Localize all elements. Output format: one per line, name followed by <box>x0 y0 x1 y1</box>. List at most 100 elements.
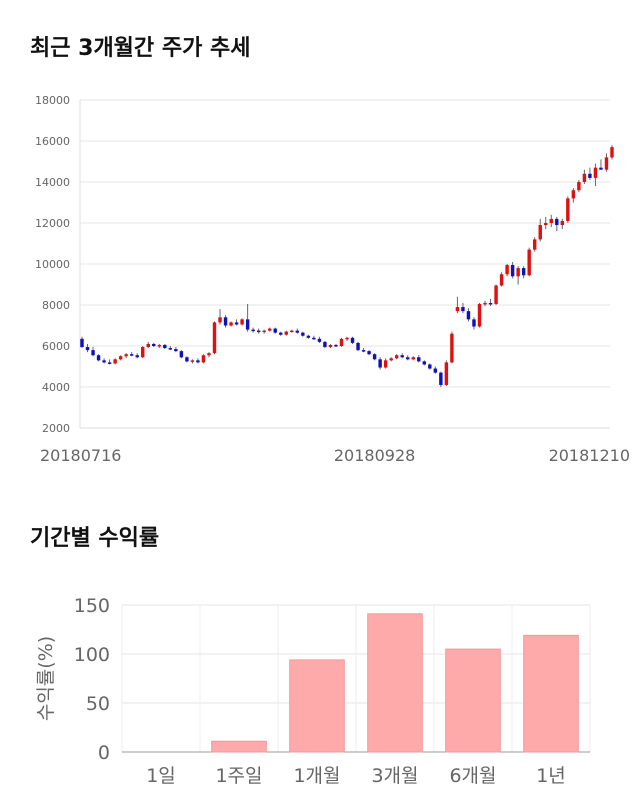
candle-body <box>223 317 228 326</box>
candle <box>549 214 553 228</box>
candle-body <box>168 348 173 350</box>
candle <box>284 330 288 336</box>
candle <box>317 336 322 343</box>
candle <box>372 353 377 361</box>
candle <box>96 354 101 362</box>
candle-body <box>284 331 288 335</box>
candle-body <box>555 218 559 226</box>
candle <box>394 354 399 360</box>
candle-body <box>207 353 211 356</box>
candle-body <box>328 344 333 348</box>
candle <box>124 353 128 359</box>
candle <box>118 355 123 361</box>
candle-body <box>532 239 537 250</box>
candle <box>256 328 261 334</box>
candle <box>566 196 570 223</box>
candle-body <box>521 268 526 276</box>
y-tick-label: 12000 <box>35 217 70 230</box>
candle-body <box>361 350 366 352</box>
candle <box>428 363 432 370</box>
candle-body <box>267 328 272 331</box>
candle-body <box>455 307 460 312</box>
candle <box>279 331 283 336</box>
candle <box>477 302 482 328</box>
y-tick-label: 50 <box>86 693 110 715</box>
candle <box>433 366 438 374</box>
candle <box>400 353 404 359</box>
candle <box>102 358 106 364</box>
candle <box>190 359 195 364</box>
candle-body <box>582 173 587 182</box>
candle <box>135 353 139 359</box>
candle-body <box>571 190 576 199</box>
candle <box>251 327 255 333</box>
candle <box>444 360 449 386</box>
candle-body <box>560 220 565 226</box>
candle <box>422 360 427 366</box>
candle-body <box>389 358 393 361</box>
candle-body <box>85 347 90 351</box>
candle-body <box>394 355 399 359</box>
candle <box>207 352 211 358</box>
candle <box>152 342 156 348</box>
candle <box>146 341 150 349</box>
candle <box>218 309 222 325</box>
candle-body <box>301 332 305 336</box>
candle <box>505 264 509 277</box>
candle <box>577 179 581 193</box>
candle-body <box>80 338 84 348</box>
candle-body <box>477 303 482 327</box>
candle-body <box>499 274 504 286</box>
candle <box>383 358 388 369</box>
candle <box>262 329 266 334</box>
candle-body <box>251 329 255 332</box>
candle <box>157 343 162 349</box>
candle <box>350 336 355 344</box>
candle-body <box>196 360 200 363</box>
candle-body <box>604 157 609 170</box>
candle-body <box>378 359 382 368</box>
candle <box>356 341 360 352</box>
candle-body <box>538 225 542 240</box>
candle <box>521 266 526 279</box>
candle-body <box>472 319 476 327</box>
y-tick-label: 100 <box>74 644 110 666</box>
candle <box>538 218 542 242</box>
candle-body <box>229 322 233 326</box>
candle-body <box>383 360 388 368</box>
candle-body <box>174 349 178 352</box>
candle <box>328 343 333 349</box>
candle-body <box>279 332 283 335</box>
candle <box>510 261 515 279</box>
candle <box>499 272 504 287</box>
y-tick-label: 10000 <box>35 258 70 271</box>
x-tick-label: 20180928 <box>334 446 415 465</box>
candle-body <box>549 218 553 223</box>
return-bar <box>211 740 267 753</box>
price-trend-title: 최근 3개월간 주가 추세 <box>30 36 251 61</box>
y-tick-label: 14000 <box>35 176 70 189</box>
candle-body <box>444 362 449 385</box>
y-tick-label: 150 <box>74 595 110 617</box>
candle <box>411 356 415 361</box>
candle-body <box>135 355 139 358</box>
candle <box>516 266 520 285</box>
candle-body <box>483 302 487 305</box>
y-axis-label: 수익률(%) <box>35 636 57 721</box>
y-tick-label: 6000 <box>42 340 70 353</box>
candle <box>461 302 465 314</box>
candle-body <box>107 362 112 364</box>
candle <box>201 354 206 364</box>
candle-body <box>588 173 592 178</box>
candle <box>378 357 382 370</box>
period-return-bar-chart: 0 50 100 150 수익률(%) 1일 1주일 1개월 3개월 6개월 1년 <box>35 595 591 787</box>
candle <box>599 159 603 170</box>
candle-body <box>428 364 432 369</box>
candle <box>417 355 421 363</box>
candle-body <box>163 344 167 349</box>
candle <box>361 348 366 353</box>
x-tick-label: 1일 <box>146 765 176 787</box>
candle-body <box>411 357 415 360</box>
candle <box>339 337 344 348</box>
period-return-title: 기간별 수익률 <box>30 526 160 551</box>
